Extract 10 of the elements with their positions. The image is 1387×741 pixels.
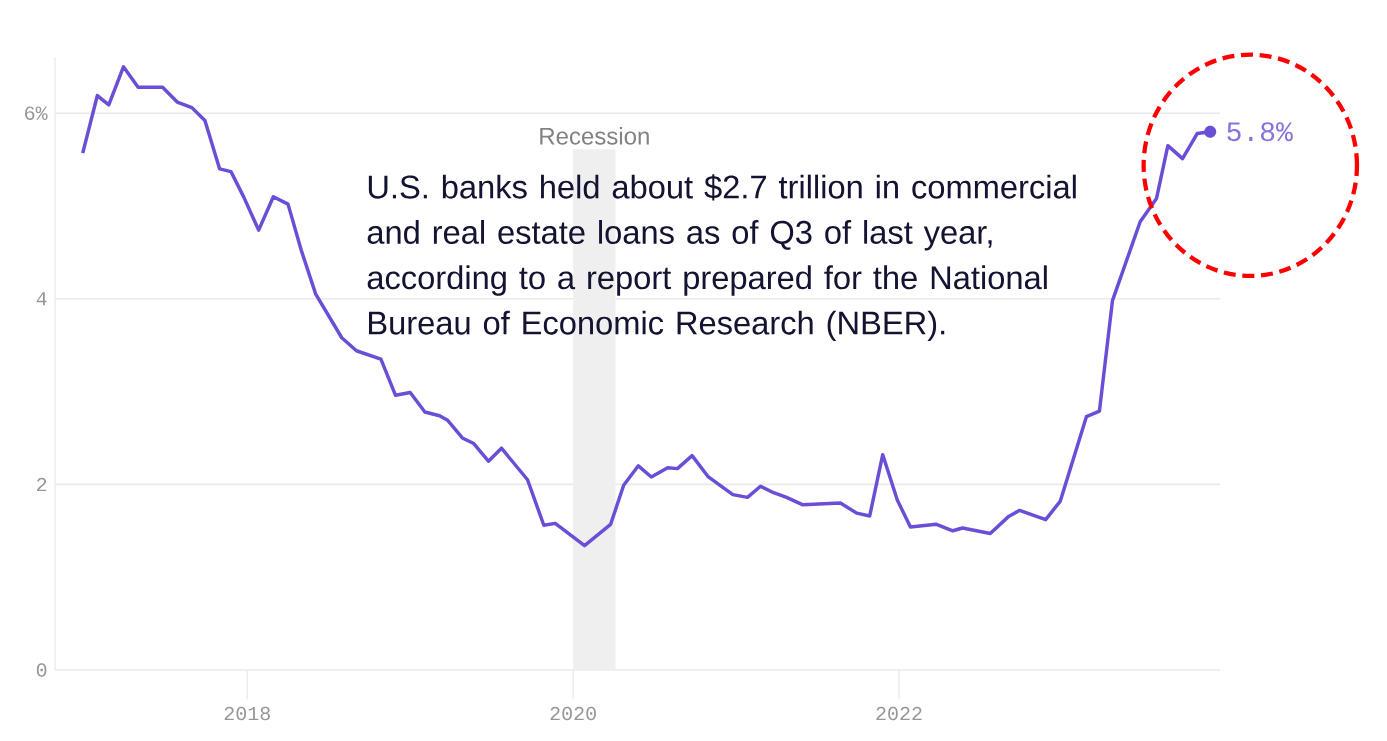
y-tick-label: 0 <box>36 663 47 677</box>
x-tick-label: 2018 <box>224 706 270 721</box>
y-tick-label: 6% <box>25 106 48 120</box>
x-tick-label: 2022 <box>876 706 922 721</box>
x-tick-label: 2020 <box>550 706 596 721</box>
band-label: Recession <box>540 127 649 145</box>
annotation: U.S. banks held about $2.7 trillion in commercial and real estate loans as of Q3 of last year, according to a report prepared for the National Bureau of Economic Research (NBER). <box>367 174 1076 342</box>
y-tick-label: 4 <box>36 292 47 306</box>
annotation: 5.8% <box>1227 122 1293 142</box>
y-tick-label: 2 <box>37 477 47 492</box>
